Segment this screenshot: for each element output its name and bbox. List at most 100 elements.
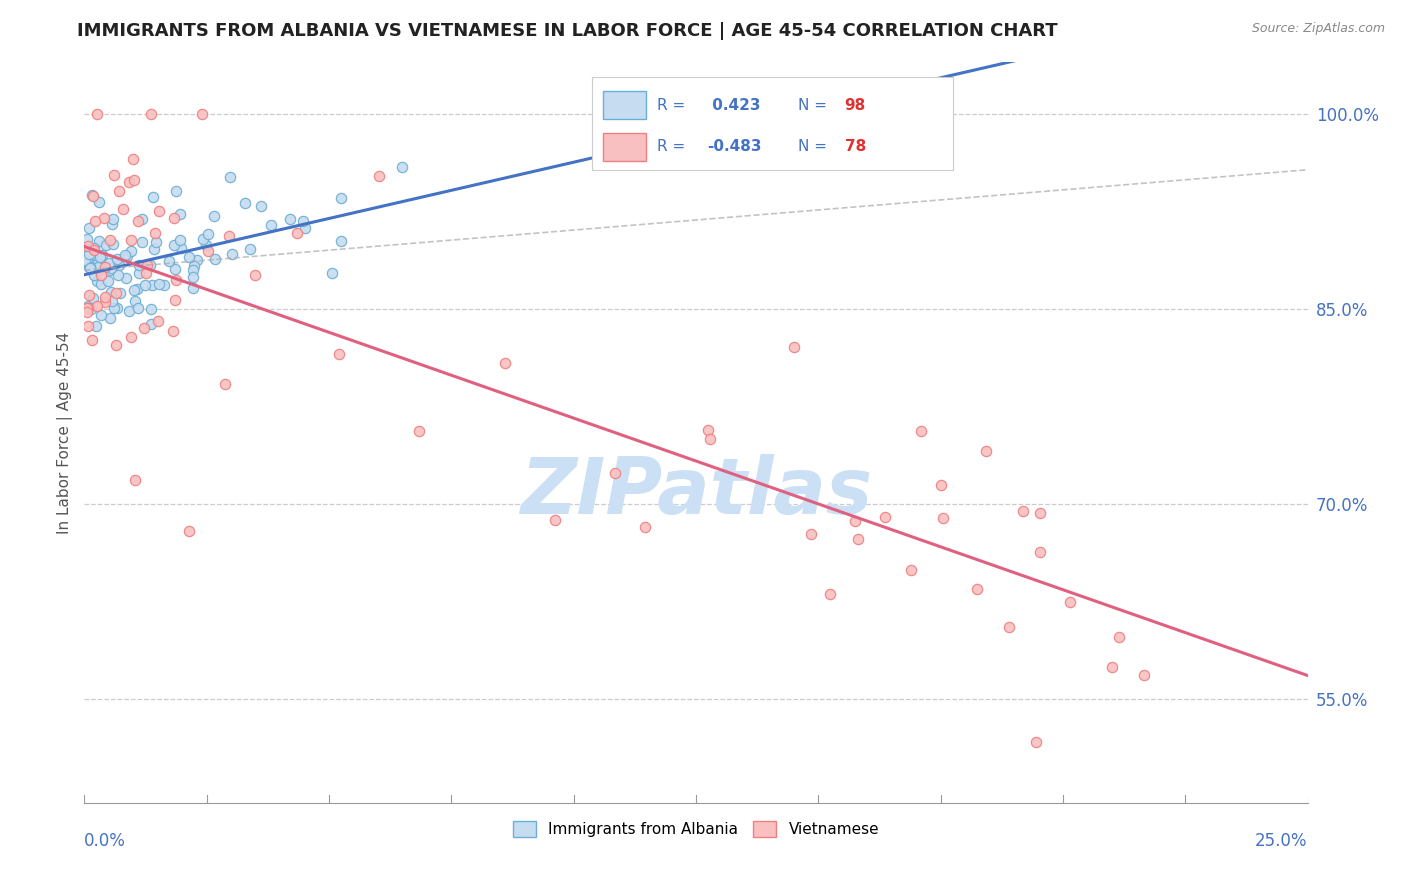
Point [76,299,98,313]
Point [153,278,176,293]
Y-axis label: In Labor Force | Age 45-54: In Labor Force | Age 45-54 [58,332,73,533]
Point [278,211,301,226]
Point [179,250,201,264]
Point [603,466,626,480]
Point [873,510,896,524]
Point [163,237,186,252]
Point [330,191,353,205]
Point [1029,506,1052,520]
Point [165,184,187,198]
Point [131,212,153,227]
Point [76,319,98,334]
Point [1101,660,1123,674]
Point [141,317,163,331]
Point [83,214,105,228]
Point [121,153,143,167]
Point [142,242,165,256]
Point [165,273,187,287]
Point [105,285,128,300]
Point [214,377,236,392]
Point [73,252,96,267]
Point [177,524,200,538]
Point [79,287,101,301]
Point [181,269,204,284]
Point [966,582,988,596]
Point [844,515,866,529]
Point [157,253,180,268]
Point [146,314,169,328]
Point [818,587,841,601]
Point [976,444,998,458]
Point [285,226,308,240]
Point [79,260,101,274]
Point [931,511,953,525]
Point [408,424,430,438]
Point [245,268,267,282]
Point [136,258,159,272]
Point [239,242,262,256]
Point [368,169,391,183]
Point [112,202,135,217]
Point [90,277,112,291]
Point [97,256,120,270]
Point [197,227,219,242]
Point [87,262,110,277]
Point [82,189,104,203]
Point [181,281,204,295]
Point [93,211,115,225]
Point [83,268,105,283]
Point [82,291,104,305]
Point [97,274,120,288]
Point [103,236,125,251]
Point [80,302,103,317]
Point [90,248,112,262]
Point [93,260,115,274]
Point [98,233,121,247]
Point [115,271,138,285]
Point [120,330,142,344]
Point [391,160,413,174]
Point [163,262,186,277]
Point [194,238,217,252]
Point [87,260,110,275]
Point [169,233,191,247]
Point [124,283,146,297]
Point [120,244,142,258]
Point [221,247,243,261]
Point [76,232,98,246]
Point [118,303,141,318]
Point [84,258,107,272]
Point [170,241,193,255]
Point [202,209,225,223]
Point [76,256,98,270]
Point [98,310,121,325]
Point [115,249,138,263]
Point [328,347,350,361]
Point [110,285,132,300]
Point [929,477,952,491]
Point [233,196,256,211]
Point [89,250,111,264]
Point [197,244,219,259]
Point [98,263,121,277]
Point [143,226,166,240]
Text: 0.0%: 0.0% [84,832,127,850]
Point [139,107,162,121]
Point [190,107,212,121]
Point [86,299,108,313]
Point [86,274,108,288]
Point [79,260,101,274]
Point [329,234,352,248]
Point [193,232,215,246]
Point [104,338,127,352]
Point [108,185,131,199]
Point [100,294,122,309]
Point [162,324,184,338]
Point [204,252,226,267]
Point [1133,668,1156,682]
Point [105,252,128,266]
Point [114,248,136,262]
Point [134,278,156,293]
Point [77,301,100,315]
Point [127,214,149,228]
